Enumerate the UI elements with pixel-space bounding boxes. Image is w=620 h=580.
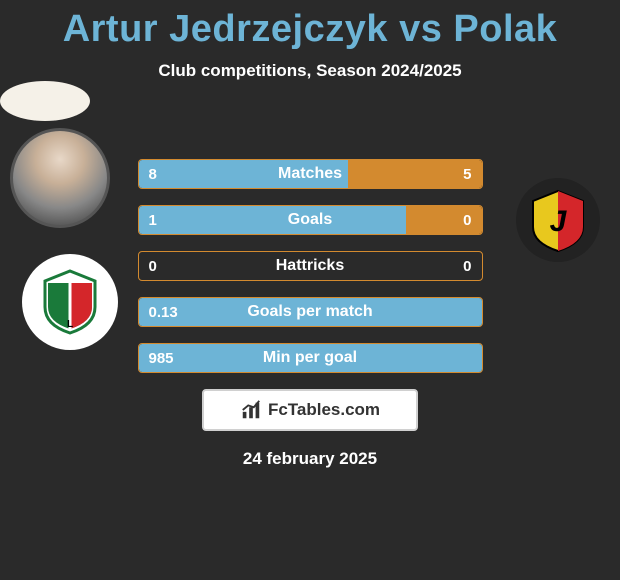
stat-row: 1Goals0 [138, 205, 483, 235]
club-badge-right: J [516, 178, 600, 262]
stat-label: Goals [139, 211, 482, 229]
stat-row: 8Matches5 [138, 159, 483, 189]
comparison-subtitle: Club competitions, Season 2024/2025 [0, 61, 620, 81]
player-photo-left [10, 128, 110, 228]
stat-value-right: 0 [463, 258, 471, 275]
stat-row: 0Hattricks0 [138, 251, 483, 281]
stat-label: Matches [139, 165, 482, 183]
stat-row: 985Min per goal [138, 343, 483, 373]
stats-container: 8Matches51Goals00Hattricks00.13Goals per… [138, 159, 483, 373]
stat-value-right: 0 [463, 212, 471, 229]
stat-label: Goals per match [139, 303, 482, 321]
svg-text:L: L [67, 319, 73, 330]
snapshot-date: 24 february 2025 [0, 449, 620, 469]
comparison-title: Artur Jedrzejczyk vs Polak [0, 0, 620, 51]
jagiellonia-shield-icon: J [523, 185, 593, 255]
legia-shield-icon: L [35, 267, 105, 337]
stat-value-right: 5 [463, 166, 471, 183]
stat-row: 0.13Goals per match [138, 297, 483, 327]
club-badge-left: L [22, 254, 118, 350]
brand-box: FcTables.com [202, 389, 418, 431]
brand-text: FcTables.com [268, 400, 380, 420]
svg-text:J: J [550, 205, 568, 238]
stat-label: Hattricks [139, 257, 482, 275]
chart-icon [240, 399, 262, 421]
stat-label: Min per goal [139, 349, 482, 367]
player-photo-right [0, 81, 90, 121]
